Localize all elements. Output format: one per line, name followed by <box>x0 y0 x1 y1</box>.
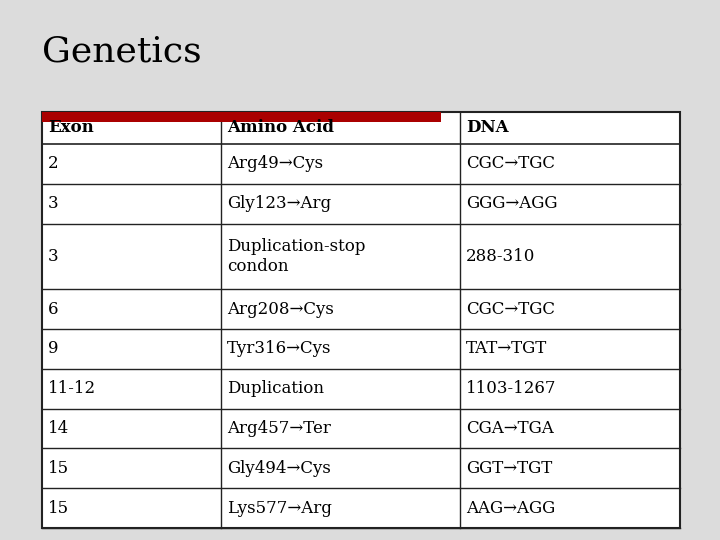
Bar <box>42 112 680 528</box>
Text: AAG→AGG: AAG→AGG <box>466 500 555 517</box>
Text: Genetics: Genetics <box>42 34 202 68</box>
Text: Duplication-stop
condon: Duplication-stop condon <box>227 238 365 275</box>
Text: TAT→TGT: TAT→TGT <box>466 340 547 357</box>
Text: GGT→TGT: GGT→TGT <box>466 460 552 477</box>
Text: CGC→TGC: CGC→TGC <box>466 156 555 172</box>
Text: CGC→TGC: CGC→TGC <box>466 301 555 318</box>
Text: Lys577→Arg: Lys577→Arg <box>227 500 331 517</box>
Text: 6: 6 <box>48 301 58 318</box>
Text: Arg49→Cys: Arg49→Cys <box>227 156 323 172</box>
Bar <box>42 112 441 122</box>
Text: Duplication: Duplication <box>227 380 324 397</box>
Text: Exon: Exon <box>48 119 94 137</box>
Text: Tyr316→Cys: Tyr316→Cys <box>227 340 331 357</box>
Text: 9: 9 <box>48 340 58 357</box>
Text: Gly123→Arg: Gly123→Arg <box>227 195 330 212</box>
Text: Gly494→Cys: Gly494→Cys <box>227 460 330 477</box>
Text: DNA: DNA <box>466 119 508 137</box>
Text: 288-310: 288-310 <box>466 248 535 265</box>
Text: GGG→AGG: GGG→AGG <box>466 195 557 212</box>
Text: 15: 15 <box>48 500 69 517</box>
Text: 1103-1267: 1103-1267 <box>466 380 557 397</box>
Text: Amino Acid: Amino Acid <box>227 119 333 137</box>
Text: 3: 3 <box>48 195 58 212</box>
Text: 11-12: 11-12 <box>48 380 96 397</box>
Text: Arg457→Ter: Arg457→Ter <box>227 420 330 437</box>
Text: 14: 14 <box>48 420 69 437</box>
Text: Arg208→Cys: Arg208→Cys <box>227 301 333 318</box>
Text: CGA→TGA: CGA→TGA <box>466 420 554 437</box>
Text: 3: 3 <box>48 248 58 265</box>
Text: 2: 2 <box>48 156 58 172</box>
Text: 15: 15 <box>48 460 69 477</box>
